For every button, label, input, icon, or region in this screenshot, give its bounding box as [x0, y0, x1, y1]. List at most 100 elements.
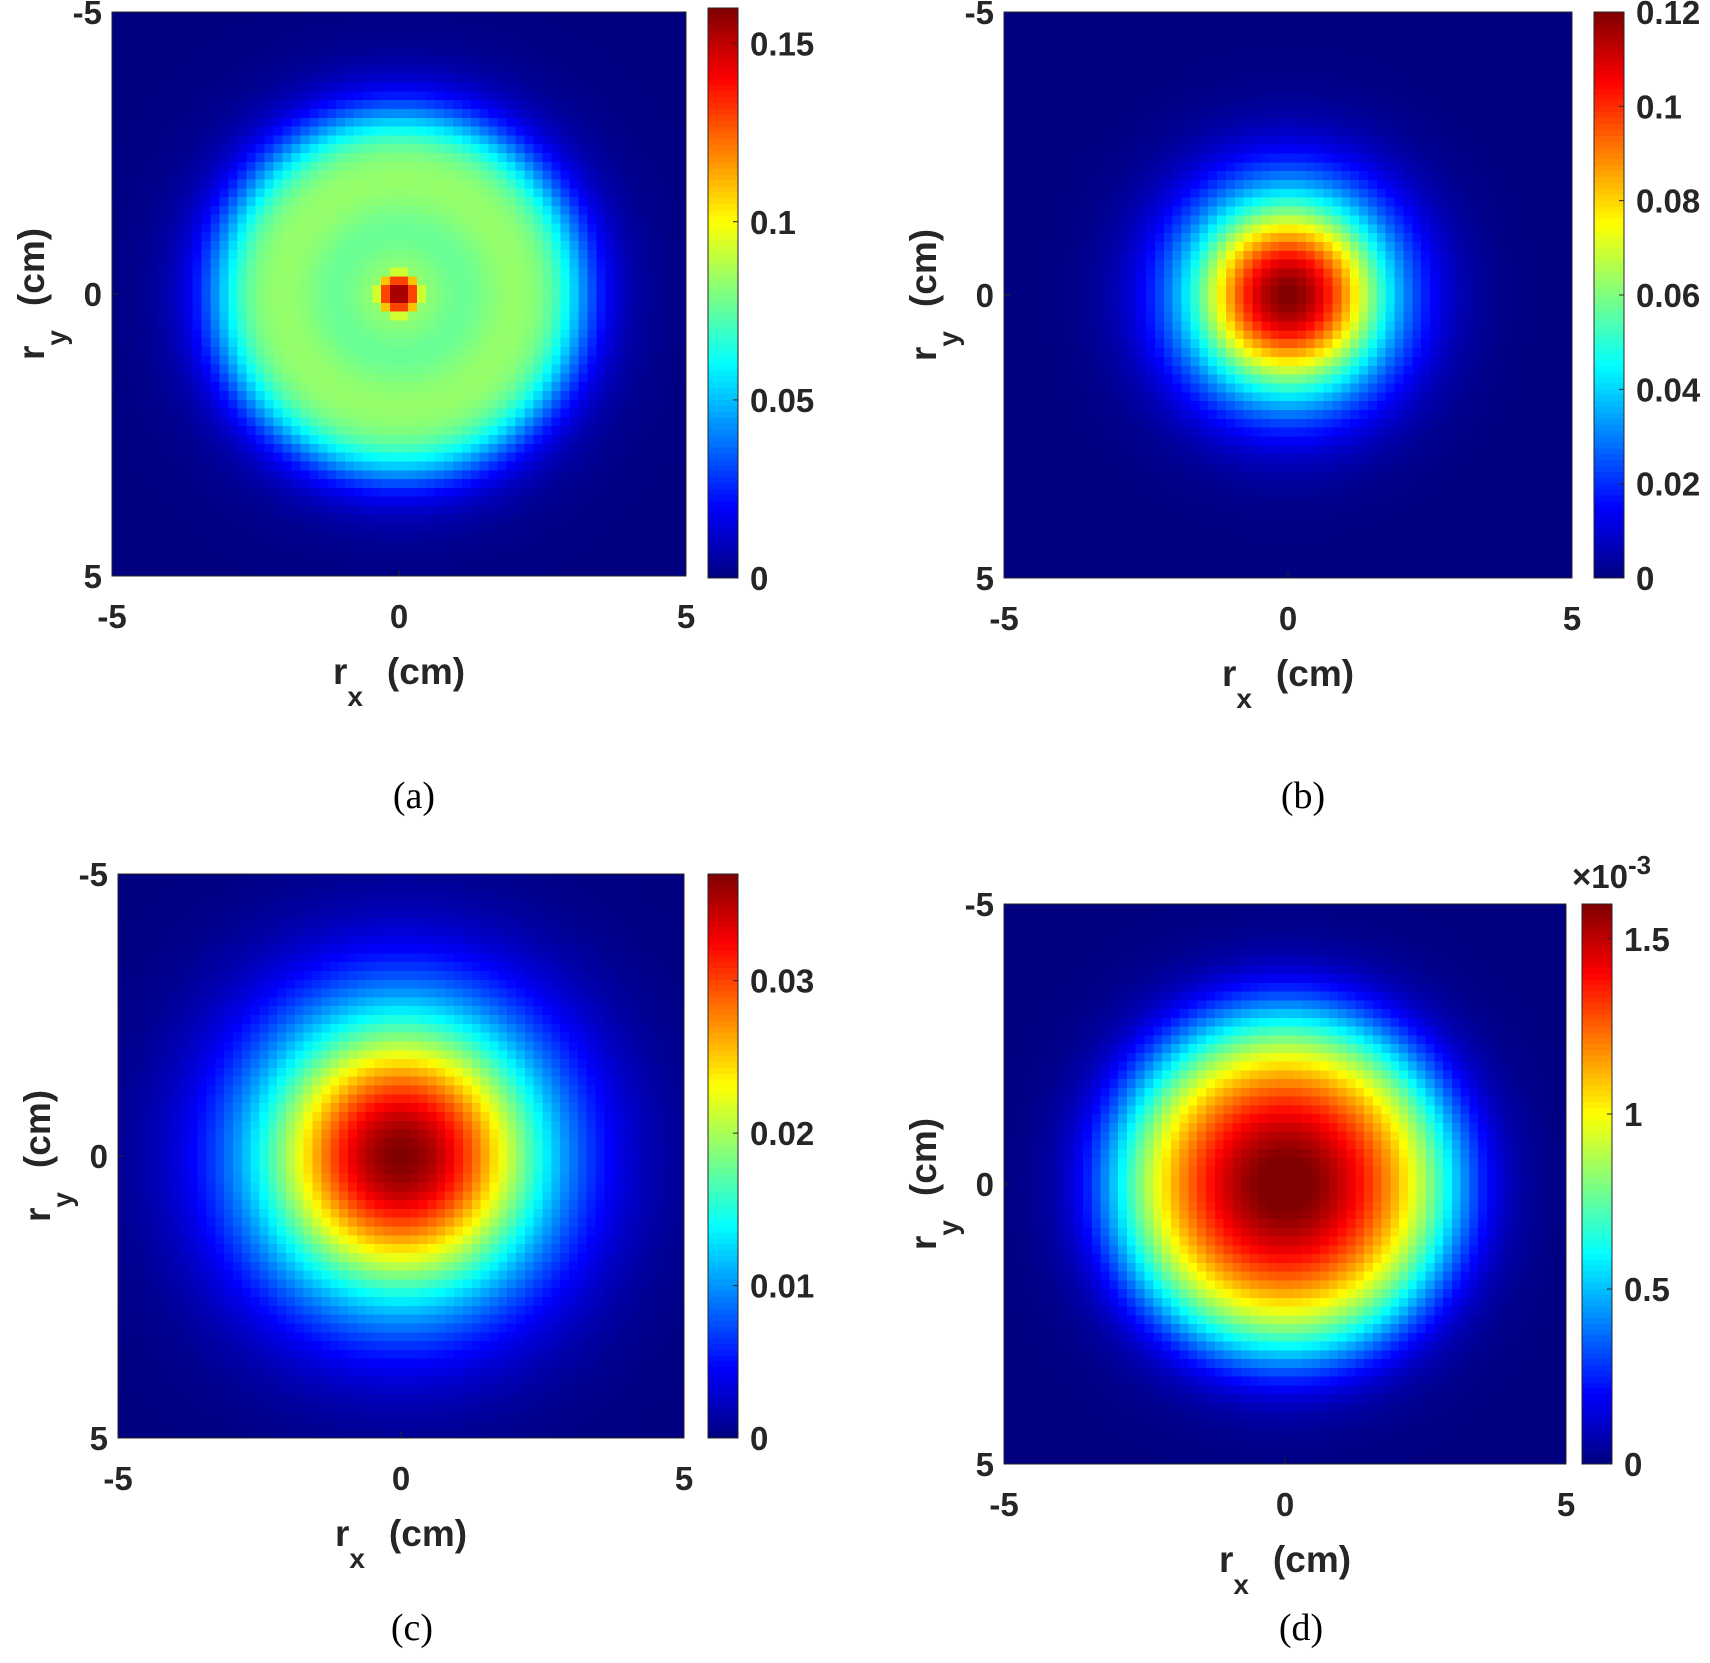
heatmap-cell — [219, 505, 230, 515]
heatmap-cell — [390, 311, 400, 322]
heatmap-cell — [407, 64, 418, 75]
heatmap-cell — [407, 56, 418, 66]
heatmap-cell — [264, 276, 275, 286]
heatmap-cell — [112, 232, 122, 242]
heatmap-cell — [596, 338, 606, 348]
heatmap-cell — [156, 311, 167, 322]
heatmap-cell — [1261, 29, 1271, 40]
heatmap-cell — [147, 82, 158, 92]
heatmap-cell — [461, 285, 472, 295]
heatmap-cell — [542, 56, 553, 66]
heatmap-cell — [291, 435, 301, 445]
heatmap-cell — [336, 514, 346, 524]
heatmap-cell — [138, 64, 149, 75]
heatmap-cell — [1261, 56, 1271, 66]
heatmap-cell — [219, 523, 230, 533]
heatmap-cell — [641, 47, 651, 57]
heatmap-cell — [264, 355, 275, 366]
colorbar-step — [708, 150, 738, 158]
heatmap-cell — [327, 276, 337, 286]
heatmap-cell — [318, 38, 328, 48]
heatmap-cell — [596, 258, 606, 269]
colorbar-frame — [707, 7, 739, 579]
heatmap-cell — [650, 338, 660, 348]
heatmap-cell — [1083, 82, 1094, 93]
heatmap-cell — [515, 373, 526, 383]
heatmap-cell — [650, 100, 660, 110]
heatmap-cell — [1403, 100, 1413, 110]
heatmap-cell — [524, 47, 535, 57]
heatmap-cell — [192, 82, 203, 92]
heatmap-cell — [354, 126, 364, 136]
heatmap-cell — [434, 64, 445, 75]
heatmap-cell — [318, 487, 328, 498]
heatmap-cell — [1048, 29, 1058, 40]
heatmap-cell — [461, 443, 472, 454]
heatmap-cell — [479, 38, 490, 48]
heatmap-cell — [506, 461, 517, 471]
heatmap-cell — [1119, 109, 1129, 119]
heatmap-cell — [488, 232, 499, 242]
heatmap-cell — [1030, 20, 1041, 31]
heatmap-cell — [237, 267, 248, 277]
heatmap-cell — [363, 417, 373, 427]
heatmap-cell — [246, 126, 257, 136]
heatmap-cell — [452, 417, 463, 427]
heatmap-cell — [273, 38, 284, 48]
heatmap-cell — [1270, 47, 1280, 57]
heatmap-cell — [677, 452, 687, 463]
heatmap-cell — [1536, 91, 1546, 102]
heatmap-cell — [470, 82, 481, 92]
heatmap-cell — [434, 205, 445, 216]
heatmap-cell — [452, 443, 463, 454]
heatmap-cell — [120, 390, 131, 401]
heatmap-cell — [1004, 73, 1014, 84]
heatmap-cell — [129, 73, 140, 84]
heatmap-cell — [112, 549, 122, 559]
heatmap-cell — [605, 267, 615, 277]
heatmap-cell — [1421, 91, 1431, 102]
heatmap-cell — [569, 91, 579, 101]
heatmap-cell — [506, 100, 517, 110]
heatmap-cell — [506, 329, 517, 339]
heatmap-cell — [497, 47, 508, 57]
heatmap-cell — [372, 161, 382, 172]
heatmap-cell — [1412, 29, 1422, 40]
heatmap-cell — [497, 188, 508, 198]
heatmap-cell — [318, 144, 328, 154]
heatmap-cell — [1296, 29, 1307, 40]
heatmap-cell — [192, 12, 203, 22]
heatmap-cell — [641, 241, 651, 251]
heatmap-cell — [1554, 47, 1564, 57]
heatmap-cell — [1243, 47, 1254, 57]
heatmap-cell — [524, 338, 535, 348]
heatmap-cell — [210, 285, 221, 295]
heatmap-cell — [210, 205, 221, 216]
heatmap-cell — [363, 117, 373, 128]
heatmap-cell — [479, 153, 490, 163]
heatmap-cell — [1083, 109, 1094, 119]
heatmap-cell — [479, 73, 490, 84]
heatmap-cell — [677, 364, 687, 374]
heatmap-cell — [255, 505, 266, 515]
heatmap-cell — [246, 179, 257, 189]
heatmap-cell — [650, 461, 660, 471]
heatmap-cell — [605, 294, 615, 304]
heatmap-cell — [1154, 12, 1165, 22]
heatmap-cell — [1012, 118, 1023, 128]
heatmap-cell — [569, 408, 579, 418]
heatmap-cell — [336, 461, 346, 471]
heatmap-cell — [524, 443, 535, 454]
heatmap-cell — [443, 161, 454, 172]
heatmap-cell — [452, 100, 463, 110]
heatmap-cell — [452, 188, 463, 198]
colorbar-step — [708, 459, 738, 466]
heatmap-cell — [120, 311, 131, 322]
heatmap-cell — [156, 443, 167, 454]
heatmap-cell — [659, 285, 669, 295]
heatmap-cell — [1296, 65, 1307, 75]
heatmap-cell — [1545, 47, 1555, 57]
heatmap-cell — [1563, 91, 1573, 102]
heatmap-cell — [1430, 91, 1440, 102]
heatmap-cell — [327, 320, 337, 330]
